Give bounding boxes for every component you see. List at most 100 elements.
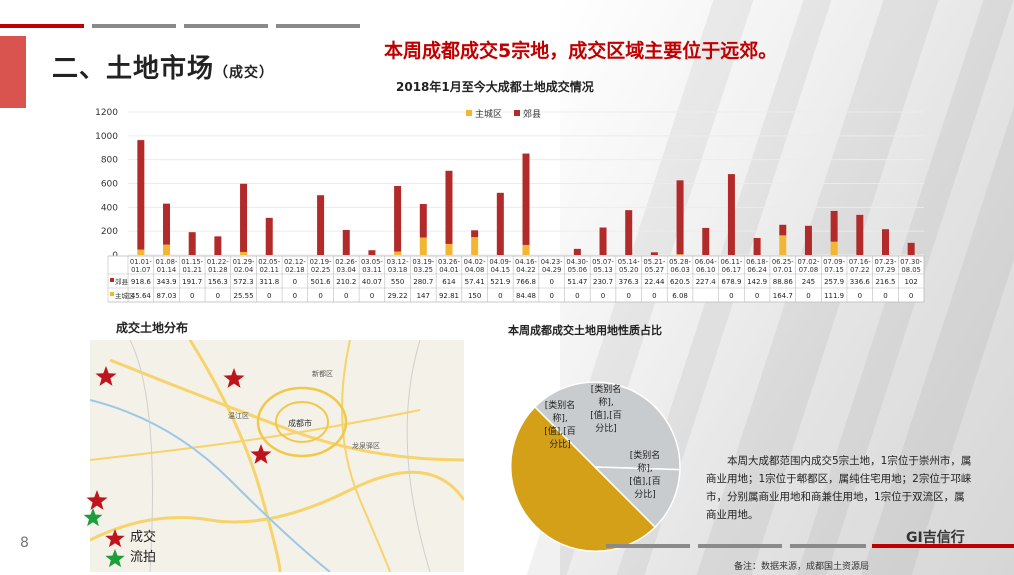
failed-star-icon <box>83 508 103 527</box>
data-label: 0 <box>652 292 656 300</box>
y-tick-label: 1000 <box>95 132 118 142</box>
data-label: 84.48 <box>516 292 536 300</box>
x-tick-label: 08.05 <box>901 266 920 274</box>
bar-main-city <box>779 235 787 255</box>
x-tick-label: 07.22 <box>850 266 869 274</box>
table-series-swatch <box>110 278 114 282</box>
x-tick-label: 04.09- <box>489 258 511 266</box>
bar-suburb <box>856 214 864 255</box>
x-tick-label: 07.01 <box>773 266 792 274</box>
data-label: 6.08 <box>672 292 688 300</box>
bar-suburb <box>830 210 838 242</box>
data-label: 521.9 <box>490 278 510 286</box>
bar-main-city <box>394 251 402 255</box>
map-place-longquanyi: 龙泉驿区 <box>352 441 380 450</box>
x-tick-label: 05.07- <box>592 258 614 266</box>
bar-suburb <box>804 225 812 255</box>
x-tick-label: 02.19- <box>310 258 332 266</box>
data-label: 29.22 <box>388 292 408 300</box>
map-title: 成交土地分布 <box>116 321 189 335</box>
x-tick-label: 01.14 <box>157 266 176 274</box>
map-place-wenjiang: 温江区 <box>228 411 249 420</box>
x-tick-label: 03.04 <box>337 266 356 274</box>
page-number: 8 <box>20 535 29 551</box>
data-label: 0 <box>549 278 553 286</box>
x-tick-label: 02.11 <box>259 266 278 274</box>
x-tick-label: 03.12- <box>387 258 409 266</box>
data-table <box>107 255 925 303</box>
x-tick-label: 07.30- <box>900 258 922 266</box>
bar-suburb <box>727 174 735 255</box>
data-label: 216.5 <box>875 278 895 286</box>
map-place-xindu: 新都区 <box>312 369 333 378</box>
land-transaction-bar-chart: 020040060080010001200主城区郊县01.01-01.0701.… <box>95 108 925 303</box>
land-use-pie-chart <box>509 381 681 553</box>
data-label: 678.9 <box>721 278 741 286</box>
x-tick-label: 02.26- <box>335 258 357 266</box>
data-label: 0 <box>549 292 553 300</box>
bar-suburb <box>214 236 222 255</box>
data-label: 0 <box>318 292 322 300</box>
data-label: 92.81 <box>439 292 459 300</box>
data-label: 0 <box>755 292 759 300</box>
land-distribution-map[interactable]: 成都市 温江区 新都区 龙泉驿区 <box>90 340 464 572</box>
data-label: 0 <box>729 292 733 300</box>
data-label: 0 <box>293 292 297 300</box>
data-label: 88.86 <box>773 278 794 286</box>
data-label: 280.7 <box>413 278 433 286</box>
pie-slice <box>593 466 681 529</box>
x-tick-label: 04.30- <box>566 258 588 266</box>
x-tick-label: 06.17 <box>722 266 741 274</box>
x-tick-label: 01.08- <box>156 258 178 266</box>
data-label: 572.3 <box>234 278 254 286</box>
x-tick-label: 06.24 <box>747 266 766 274</box>
bar-suburb <box>573 248 581 255</box>
y-tick-label: 400 <box>101 203 118 213</box>
data-label: 0 <box>190 292 194 300</box>
x-tick-label: 04.23- <box>541 258 563 266</box>
bar-suburb <box>137 140 145 250</box>
bar-suburb <box>342 229 350 255</box>
deal-star-icon <box>86 490 108 510</box>
pie-label-2: [类别名 称], [值],[百 分比] <box>544 401 576 450</box>
data-label: 102 <box>904 278 917 286</box>
x-tick-label: 01.22- <box>207 258 229 266</box>
page-title: 二、土地市场（成交） <box>52 48 274 85</box>
data-label: 210.2 <box>336 278 356 286</box>
table-series-name: 主城区 <box>115 291 135 300</box>
x-tick-label: 04.08 <box>465 266 484 274</box>
company-logo: GI吉信行 <box>906 530 965 546</box>
data-label: 147 <box>417 292 430 300</box>
x-tick-label: 05.13 <box>593 266 612 274</box>
bar-suburb <box>471 230 479 238</box>
data-label: 142.9 <box>747 278 767 286</box>
pie-label-3: [类别名 称], [值],[百 分比] <box>590 385 622 434</box>
data-label: 111.9 <box>824 292 844 300</box>
legend-label: 主城区 <box>475 108 502 120</box>
x-tick-label: 04.29 <box>542 266 561 274</box>
data-label: 150 <box>468 292 481 300</box>
data-label: 22.44 <box>644 278 665 286</box>
legend-failed-label: 流拍 <box>130 550 157 565</box>
deal-star-icon <box>95 366 117 386</box>
green-star-icon <box>105 549 125 568</box>
data-label: 311.8 <box>259 278 279 286</box>
pie-label-1: [类别名 称], [值],[百 分比] <box>629 451 661 500</box>
x-tick-label: 07.16- <box>849 258 871 266</box>
x-tick-label: 06.11- <box>720 258 742 266</box>
y-tick-label: 800 <box>101 156 118 166</box>
bar-main-city <box>830 241 838 255</box>
data-label: 87.03 <box>156 292 176 300</box>
x-tick-label: 01.15- <box>181 258 203 266</box>
x-tick-label: 02.05- <box>258 258 280 266</box>
x-tick-label: 01.21 <box>182 266 201 274</box>
y-tick-label: 1200 <box>95 108 118 118</box>
x-tick-label: 04.22 <box>516 266 535 274</box>
bar-suburb <box>599 227 607 255</box>
x-tick-label: 07.09- <box>823 258 845 266</box>
data-label: 164.7 <box>773 292 793 300</box>
legend-swatch <box>514 110 520 116</box>
bar-suburb <box>753 237 761 255</box>
data-label: 0 <box>626 292 630 300</box>
data-label: 0 <box>883 292 887 300</box>
